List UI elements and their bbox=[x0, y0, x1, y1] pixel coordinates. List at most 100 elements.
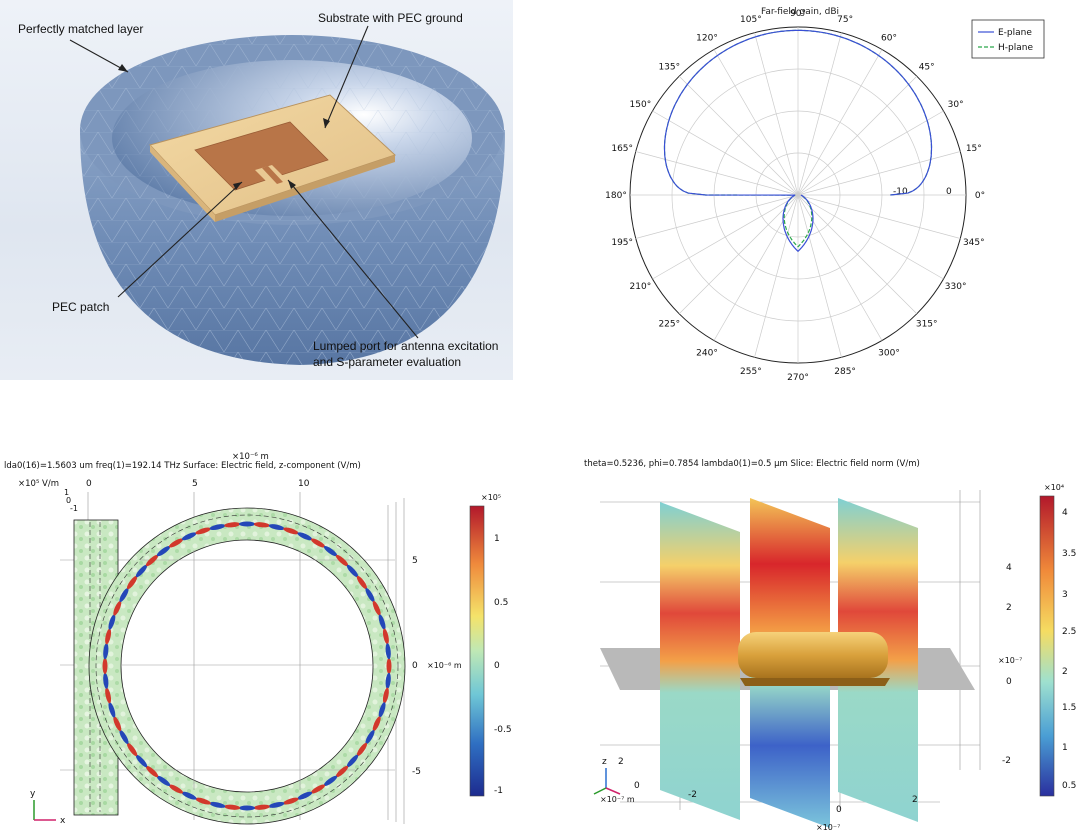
polar-grid-spoke bbox=[797, 194, 842, 358]
ring-corner-tick-0: 0 bbox=[66, 496, 71, 505]
polar-grid-spoke bbox=[797, 194, 918, 315]
polar-grid-spoke bbox=[797, 151, 961, 196]
field-lobe bbox=[103, 672, 109, 689]
field-lobe bbox=[145, 554, 159, 567]
field-lobe bbox=[181, 532, 197, 541]
field-lobe bbox=[119, 729, 129, 745]
ring-y-tick: 0 bbox=[412, 661, 418, 671]
field-lobe bbox=[356, 575, 368, 590]
polar-radial-label: 0 bbox=[946, 187, 952, 197]
field-lobe bbox=[126, 575, 138, 590]
polar-angle-label: 75° bbox=[837, 15, 853, 25]
ring-axis-triad: y x bbox=[30, 789, 66, 826]
polar-grid-spoke bbox=[754, 32, 799, 196]
polar-angle-label: 30° bbox=[948, 100, 964, 110]
svg-text:x: x bbox=[60, 816, 66, 826]
polar-angle-label: 90° bbox=[790, 9, 806, 19]
slice-x-tick: -2 bbox=[688, 790, 697, 800]
field-lobe bbox=[119, 587, 129, 603]
field-lobe bbox=[385, 643, 391, 660]
slice-cbar-tick: 1 bbox=[1062, 743, 1068, 753]
field-lobe bbox=[372, 600, 381, 616]
ring-cbar-tick: 1 bbox=[494, 534, 500, 544]
field-lobe bbox=[108, 702, 116, 718]
polar-grid-spoke bbox=[652, 110, 799, 196]
ring-y-tick: -5 bbox=[412, 767, 421, 777]
legend-e-plane: E-plane bbox=[998, 28, 1032, 38]
field-lobe bbox=[103, 643, 109, 660]
slice-y-tick: 0 bbox=[1006, 677, 1012, 687]
field-lobe bbox=[253, 522, 270, 528]
antenna-model-panel: Perfectly matched layer Substrate with P… bbox=[0, 0, 513, 380]
polar-angle-label: 195° bbox=[611, 238, 633, 248]
polar-grid-spoke bbox=[797, 49, 883, 196]
ring-cbar-tick: 0 bbox=[494, 661, 500, 671]
field-lobe bbox=[195, 797, 211, 805]
ring-resonator-panel: lda0(16)=1.5603 um freq(1)=192.14 THz Su… bbox=[0, 410, 540, 832]
field-lobe bbox=[346, 564, 359, 578]
slice-title: theta=0.5236, phi=0.7854 lambda0(1)=0.5 … bbox=[584, 459, 920, 469]
ring-x-unit: ×10⁻⁶ m bbox=[232, 452, 269, 462]
antenna-model-illustration: Perfectly matched layer Substrate with P… bbox=[18, 11, 505, 369]
slice-cbar-tick: 1.5 bbox=[1062, 703, 1076, 713]
field-lobe bbox=[382, 628, 389, 645]
field-lobe bbox=[209, 524, 226, 531]
polar-angle-label: 0° bbox=[975, 191, 985, 201]
slice-y-tick: 4 bbox=[1006, 563, 1012, 573]
field-lobe bbox=[113, 600, 122, 616]
polar-angle-label: 135° bbox=[658, 62, 680, 72]
polar-angle-label: 210° bbox=[630, 282, 652, 292]
ring-cbar-tick: -0.5 bbox=[494, 725, 512, 735]
slice-scale-exp: ×10⁴ bbox=[1044, 483, 1064, 492]
ring-colorbar bbox=[469, 505, 485, 797]
polar-legend: E-plane H-plane bbox=[971, 19, 1045, 59]
polar-angle-label: 105° bbox=[740, 15, 762, 25]
polar-angle-label: 255° bbox=[740, 367, 762, 377]
ring-y-unit: ×10⁻⁶ m bbox=[427, 661, 462, 670]
polar-angle-label: 15° bbox=[966, 144, 982, 154]
svg-text:z: z bbox=[602, 757, 607, 767]
slice-y-unit: ×10⁻⁷ bbox=[998, 656, 1022, 665]
field-lobe bbox=[297, 791, 313, 800]
substrate-label: Substrate with PEC ground bbox=[318, 11, 463, 25]
field-lobe bbox=[239, 521, 255, 527]
field-lobe bbox=[239, 805, 255, 811]
field-lobe bbox=[386, 658, 392, 674]
ring-x-tick: 0 bbox=[86, 479, 92, 489]
slice-colorbar bbox=[1039, 495, 1055, 797]
polar-grid-spoke bbox=[713, 49, 799, 196]
polar-angle-label: 315° bbox=[916, 320, 938, 330]
slice-z-tick: 0 bbox=[634, 781, 640, 791]
polar-grid-spoke bbox=[797, 75, 918, 196]
field-lobe bbox=[253, 804, 270, 810]
polar-grid-spoke bbox=[678, 194, 799, 315]
field-lobe bbox=[382, 687, 389, 704]
polar-angle-label: 165° bbox=[611, 144, 633, 154]
polar-angle-label: 60° bbox=[881, 33, 897, 43]
polar-angle-label: 330° bbox=[945, 282, 967, 292]
field-lobe bbox=[108, 614, 116, 630]
field-lobe bbox=[283, 797, 299, 805]
polar-grid-spoke bbox=[652, 194, 799, 280]
polar-angle-label: 120° bbox=[696, 33, 718, 43]
field-lobe bbox=[105, 628, 112, 645]
slice-cbar-tick: 0.5 bbox=[1062, 781, 1076, 791]
e-plane-curve bbox=[663, 29, 933, 253]
slice-y-tick: -2 bbox=[1002, 756, 1011, 766]
polar-grid-spoke bbox=[797, 110, 944, 196]
field-lobe bbox=[283, 527, 299, 535]
ring-cbar-tick: 0.5 bbox=[494, 598, 508, 608]
slice-x-tick: 2 bbox=[912, 795, 918, 805]
field-lobe bbox=[126, 742, 138, 757]
svg-text:y: y bbox=[30, 789, 36, 799]
legend-h-plane: H-plane bbox=[998, 43, 1033, 53]
field-lobe bbox=[323, 545, 338, 557]
field-lobe bbox=[156, 775, 171, 787]
slice-z-tick: 2 bbox=[618, 757, 624, 767]
ring-x-tick: 5 bbox=[192, 479, 198, 489]
field-lobe bbox=[365, 587, 375, 603]
polar-grid-spoke bbox=[797, 194, 944, 280]
field-lobe bbox=[385, 672, 391, 689]
polar-grid-spoke bbox=[713, 194, 799, 341]
ring-title: lda0(16)=1.5603 um freq(1)=192.14 THz Su… bbox=[4, 461, 361, 471]
